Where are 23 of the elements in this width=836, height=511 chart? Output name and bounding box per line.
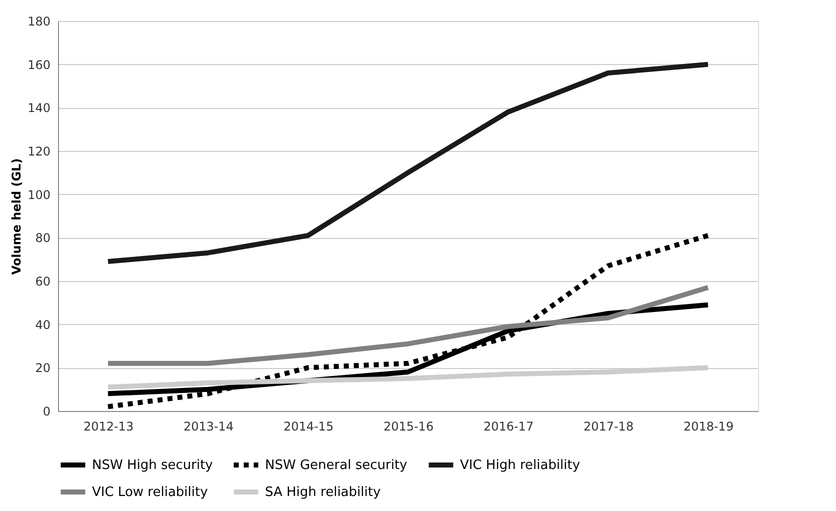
y-tick-label: 140 (28, 101, 50, 116)
legend-label: NSW High security (92, 458, 214, 473)
legend-label: VIC Low reliability (92, 485, 208, 500)
x-tick-label: 2015-16 (383, 420, 434, 434)
y-tick-label: 80 (35, 231, 50, 246)
y-tick-label: 60 (35, 274, 50, 288)
y-tick-label: 0 (42, 404, 50, 418)
x-tick-label: 2016-17 (483, 420, 534, 434)
x-tick-label: 2013-14 (183, 420, 234, 434)
legend-label: SA High reliability (265, 485, 381, 500)
x-tick-label: 2017-18 (583, 420, 634, 434)
y-tick-label: 180 (28, 14, 50, 28)
y-tick-label: 120 (28, 144, 50, 158)
y-tick-label: 160 (28, 58, 50, 72)
legend-label: NSW General security (265, 458, 408, 473)
legend-label: VIC High reliability (460, 458, 580, 473)
y-tick-label: 20 (35, 361, 50, 376)
x-tick-label: 2012-13 (83, 420, 134, 434)
y-axis-title: Volume held (GL) (10, 158, 24, 275)
y-tick-label: 40 (35, 318, 50, 332)
x-tick-label: 2014-15 (283, 420, 334, 434)
y-tick-label: 100 (28, 188, 50, 202)
x-tick-label: 2018-19 (683, 420, 734, 434)
